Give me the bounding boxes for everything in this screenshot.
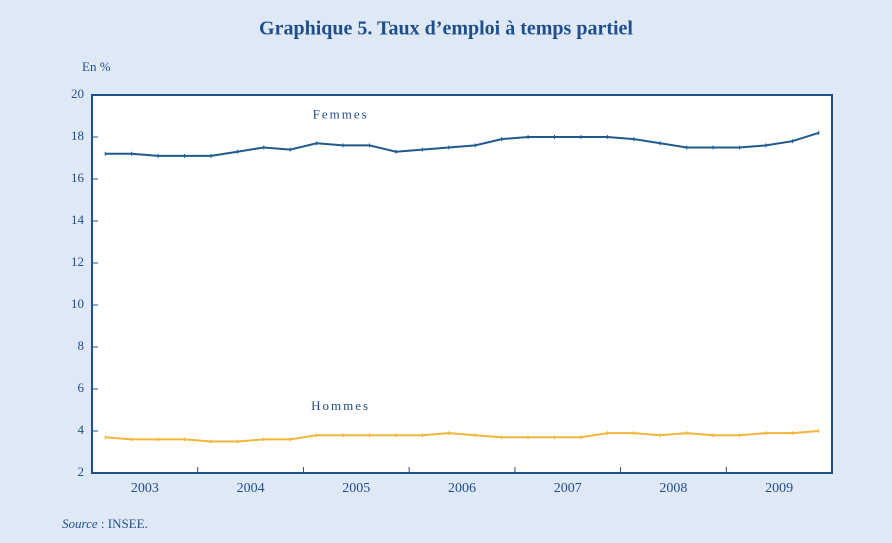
x-tick-label: 2005 — [342, 481, 370, 496]
y-tick-label: 10 — [71, 296, 84, 311]
x-tick-label: 2007 — [554, 481, 582, 496]
y-tick-label: 14 — [71, 212, 85, 227]
source-label: Source — [62, 516, 98, 531]
y-tick-label: 16 — [71, 170, 85, 185]
source: Source : INSEE. — [62, 516, 148, 531]
series-line — [105, 131, 820, 157]
y-unit-label: En % — [82, 59, 111, 74]
x-tick-label: 2009 — [765, 481, 793, 496]
y-tick-label: 18 — [71, 128, 84, 143]
x-tick-label: 2008 — [659, 481, 687, 496]
plot-area — [91, 94, 833, 474]
x-tick-label: 2003 — [131, 481, 159, 496]
series-line — [105, 430, 819, 443]
y-tick-label: 2 — [78, 464, 85, 479]
series-label: Femmes — [313, 106, 369, 121]
series-label: Hommes — [311, 398, 370, 413]
chart-title: Graphique 5. Taux d’emploi à temps parti… — [259, 18, 633, 40]
y-tick-label: 12 — [71, 254, 84, 269]
source-text: : INSEE. — [98, 516, 148, 531]
y-tick-label: 6 — [78, 380, 85, 395]
y-tick-label: 4 — [78, 422, 85, 437]
y-tick-label: 8 — [78, 338, 85, 353]
x-tick-label: 2006 — [448, 481, 476, 496]
x-tick-label: 2004 — [237, 481, 265, 496]
y-tick-label: 20 — [71, 86, 84, 101]
